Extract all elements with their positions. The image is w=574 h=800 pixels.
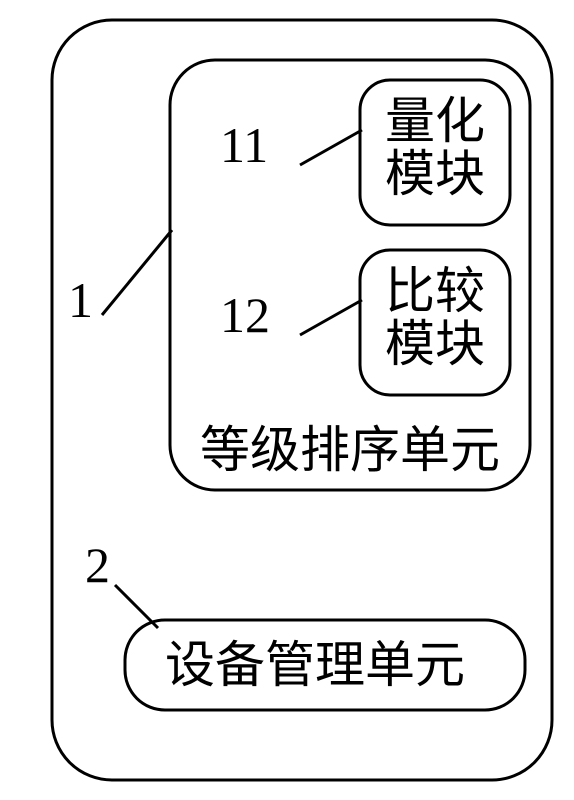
module11-label: 量化 模块 [385, 95, 485, 200]
unit1-label: 等级排序单元 [200, 425, 500, 475]
leader-1 [102, 230, 172, 315]
module12-label-line1: 比较 [385, 265, 485, 318]
module12-label-line2: 模块 [385, 318, 485, 371]
module11-label-line1: 量化 [385, 95, 485, 148]
leader-11 [300, 130, 362, 165]
module11-label-line2: 模块 [385, 148, 485, 201]
module11-number: 11 [220, 120, 268, 170]
leader-2 [115, 585, 158, 628]
module12-label: 比较 模块 [385, 265, 485, 370]
unit1-number: 1 [68, 275, 93, 325]
leader-12 [300, 300, 362, 335]
unit2-label: 设备管理单元 [165, 640, 465, 690]
unit2-number: 2 [85, 540, 110, 590]
module12-number: 12 [220, 290, 270, 340]
